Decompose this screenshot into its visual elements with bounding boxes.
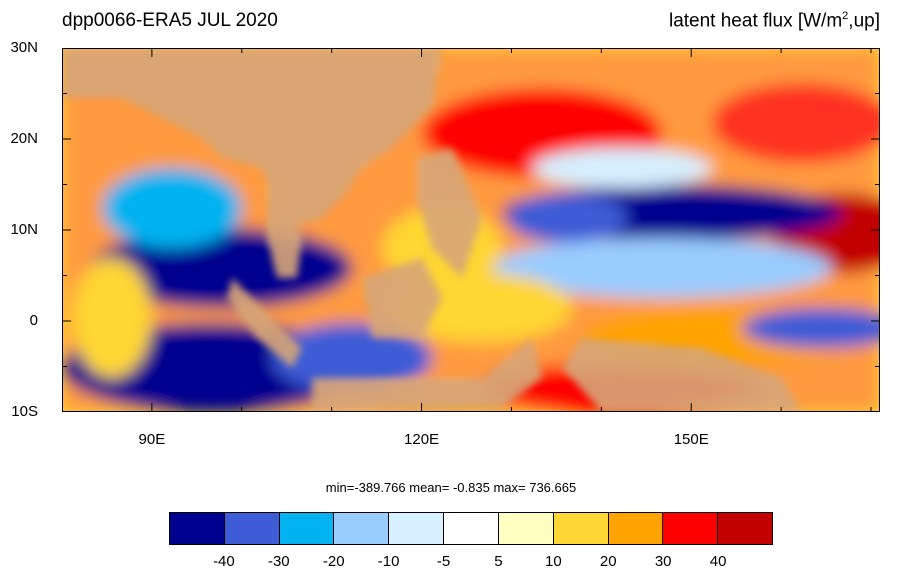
title-right-superscript: 2 — [842, 10, 849, 22]
land-masses — [62, 48, 802, 412]
land-malay-peninsula — [267, 188, 302, 278]
colorbar-box-6 — [498, 513, 554, 544]
colorbar-label-4: -5 — [436, 553, 451, 570]
land-borneo — [362, 258, 442, 338]
colorbar-box-5 — [444, 513, 499, 544]
land-philippines — [417, 148, 482, 278]
colorbar-box-7 — [553, 513, 609, 544]
colorbar-label-8: 30 — [654, 553, 672, 570]
colorbar-label-9: 40 — [709, 553, 727, 570]
plot-title-right: latent heat flux [W/m2,up] — [669, 10, 880, 32]
colorbar-box-1 — [224, 513, 280, 544]
land-new-guinea — [562, 338, 802, 412]
colorbar — [169, 512, 773, 545]
stats-line: min=-389.766 mean= -0.835 max= 736.665 — [325, 480, 577, 495]
flux-map — [62, 48, 880, 412]
colorbar-box-8 — [608, 513, 664, 544]
colorbar-box-3 — [334, 513, 390, 544]
colorbar-label-3: -10 — [377, 553, 400, 570]
axis-ticks — [62, 48, 880, 412]
land-sulawesi-java — [312, 338, 542, 412]
title-right-prefix: latent heat flux [W/m — [668, 10, 843, 32]
lat-label-20n: 20N — [10, 130, 38, 147]
colorbar-label-0: -40 — [213, 553, 235, 570]
lat-label-10s: 10S — [11, 403, 38, 420]
colorbar-box-4 — [389, 513, 445, 544]
lat-label-30n: 30N — [10, 39, 38, 56]
colorbar-box-9 — [663, 513, 719, 544]
colorbar-box-10 — [718, 513, 772, 544]
title-right-suffix: ,up] — [848, 10, 880, 32]
lon-label-120e: 120E — [404, 431, 440, 448]
colorbar-box-0 — [170, 513, 225, 544]
flux-field — [62, 48, 880, 412]
lat-label-equator: 0 — [29, 312, 38, 329]
colorbar-label-1: -30 — [267, 553, 290, 570]
land-south-asia — [62, 48, 442, 228]
land-sumatra — [227, 278, 302, 368]
colorbar-box-2 — [279, 513, 335, 544]
lon-label-90e: 90E — [138, 431, 166, 448]
colorbar-label-6: 10 — [545, 553, 562, 570]
colorbar-label-2: -20 — [322, 553, 345, 570]
lat-label-10n: 10N — [10, 221, 38, 238]
plot-title-left: dpp0066-ERA5 JUL 2020 — [62, 10, 278, 31]
colorbar-label-7: 20 — [599, 553, 617, 570]
colorbar-label-5: 5 — [494, 553, 503, 570]
map-panel — [62, 48, 880, 412]
lon-label-150e: 150E — [673, 431, 709, 448]
